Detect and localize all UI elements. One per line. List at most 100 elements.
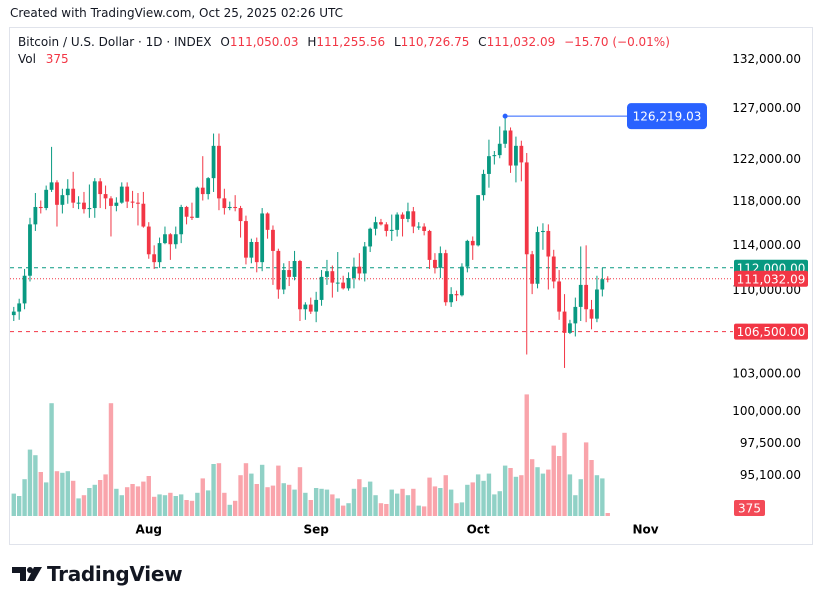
candle-body xyxy=(454,294,459,296)
volume-bar xyxy=(405,495,411,516)
candle-body xyxy=(141,203,146,227)
volume-bar xyxy=(373,495,378,516)
vol-key: Vol xyxy=(18,52,36,66)
candle-body xyxy=(573,306,578,324)
candle-body xyxy=(60,195,65,205)
volume-bar xyxy=(562,432,567,516)
candle-body xyxy=(411,211,416,227)
candle-body xyxy=(481,173,486,196)
candle-body xyxy=(433,259,437,268)
candle-body xyxy=(341,282,346,289)
volume-bar xyxy=(168,492,173,516)
volume-bar xyxy=(114,488,119,516)
volume-bar xyxy=(465,484,470,516)
candle-body xyxy=(443,253,448,303)
volume-bar xyxy=(438,488,443,516)
candle-body xyxy=(217,145,221,199)
volume-bar xyxy=(270,485,276,516)
candle-body xyxy=(503,130,508,144)
volume-bar xyxy=(195,492,200,516)
volume-bar xyxy=(286,484,292,516)
candle-body xyxy=(389,229,394,231)
legend-row: Vol 375 xyxy=(18,51,670,68)
candle-body xyxy=(395,214,400,230)
volume-bar xyxy=(276,465,281,516)
volume-bar xyxy=(11,493,16,516)
volume-bar xyxy=(556,456,562,516)
volume-bar xyxy=(346,503,351,516)
y-tick-label: 132,000.00 xyxy=(732,52,801,66)
ohlc-value: 111,255.56 xyxy=(316,35,386,49)
volume-bar xyxy=(205,490,211,516)
volume-bar xyxy=(249,473,254,516)
logo xyxy=(12,567,42,581)
volume-bar xyxy=(475,474,481,516)
volume-bar xyxy=(427,477,432,516)
volume-bar xyxy=(551,445,556,516)
level-box xyxy=(734,323,808,340)
volume-bar xyxy=(351,488,357,516)
volume-bar xyxy=(589,460,594,516)
candle-body xyxy=(22,275,27,304)
volume-bar xyxy=(362,487,367,516)
candle-body xyxy=(136,202,140,204)
callout-dot xyxy=(502,113,508,119)
volume-bar xyxy=(448,489,454,516)
candle-body xyxy=(476,195,481,246)
volume-bar xyxy=(119,495,124,516)
volume-bar xyxy=(519,475,524,516)
candle-body xyxy=(303,304,308,310)
volume-bar xyxy=(87,488,92,516)
volume-bar xyxy=(157,494,162,516)
candle-body xyxy=(125,186,130,202)
candle-body xyxy=(87,208,92,210)
candle-body xyxy=(546,230,551,257)
candle-body xyxy=(595,289,599,319)
symbol-title: Bitcoin / U.S. Dollar · 1D · INDEX xyxy=(18,35,212,49)
volume-bar xyxy=(130,484,135,516)
volume-bar xyxy=(411,488,416,516)
volume-bar xyxy=(38,472,43,516)
x-tick-label: Aug xyxy=(136,523,162,537)
volume-bar xyxy=(432,486,438,516)
volume-bar xyxy=(330,494,335,516)
candle-body xyxy=(330,271,335,283)
chart-frame xyxy=(9,27,813,545)
level-box xyxy=(734,270,808,287)
volume-bar xyxy=(513,476,519,516)
candle-body xyxy=(44,189,49,209)
volume-bar xyxy=(216,463,222,516)
candle-body xyxy=(416,226,421,228)
candle-body xyxy=(568,323,572,333)
volume-bar xyxy=(583,442,589,516)
volume-bar xyxy=(605,513,610,516)
volume-bar xyxy=(443,475,448,516)
volume-bar xyxy=(400,488,405,516)
volume-bar xyxy=(146,476,151,516)
volume-bar xyxy=(454,503,459,516)
created-note: Created with TradingView.com, Oct 25, 20… xyxy=(10,6,344,20)
candle-body xyxy=(541,230,545,233)
candle-body xyxy=(514,145,518,166)
volume-bar xyxy=(178,494,184,516)
candle-body xyxy=(281,270,286,290)
volume-bar xyxy=(459,502,465,516)
volume-bar xyxy=(578,479,583,516)
candle-body xyxy=(55,182,59,205)
candle-body xyxy=(314,299,319,312)
candle-body xyxy=(400,214,405,219)
volume-bar xyxy=(281,483,286,516)
volume-bar xyxy=(508,468,513,516)
candle-body xyxy=(298,261,302,310)
candle-body xyxy=(82,202,86,210)
volume-bar xyxy=(97,480,103,516)
candle-body xyxy=(557,281,562,312)
volume-bar xyxy=(481,480,486,516)
candle-body xyxy=(379,222,383,225)
ohlc-key: O xyxy=(220,35,230,49)
candle-body xyxy=(470,240,475,246)
candle-body xyxy=(384,224,389,231)
volume-bar xyxy=(200,478,205,516)
candle-body xyxy=(179,206,184,235)
